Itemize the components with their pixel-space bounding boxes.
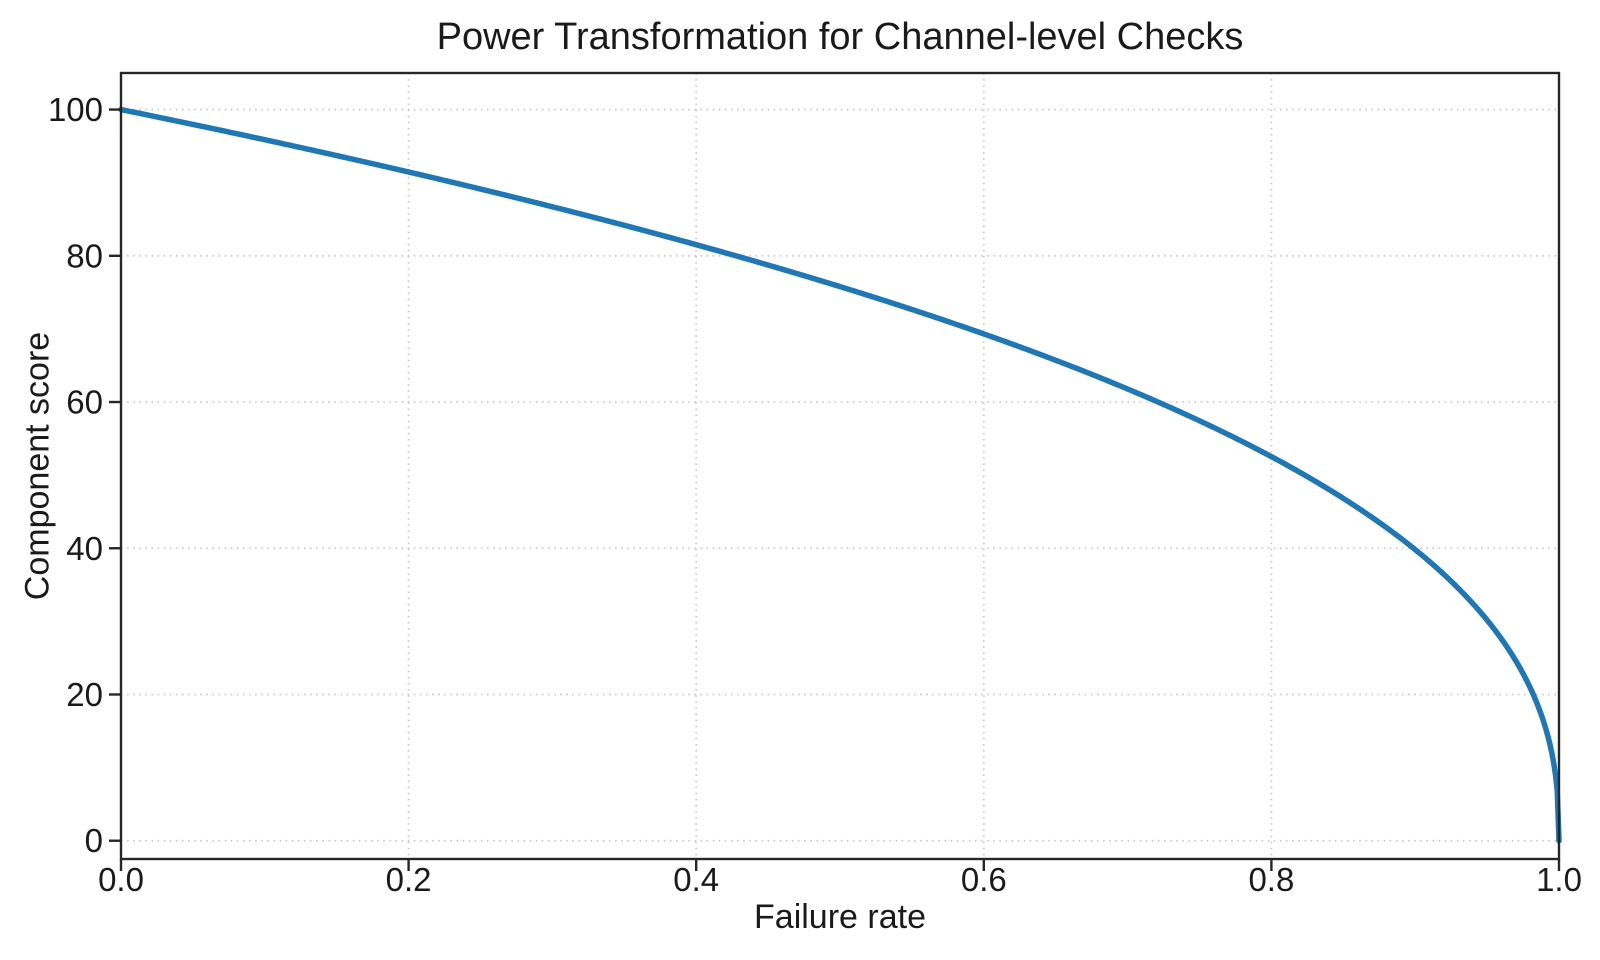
x-tick-label: 0.4	[673, 861, 719, 898]
y-tick-label: 20	[66, 676, 103, 713]
y-tick-label: 80	[66, 237, 103, 274]
x-tick-label: 0.0	[98, 861, 144, 898]
chart-title: Power Transformation for Channel-level C…	[436, 16, 1244, 58]
x-tick-label: 0.6	[961, 861, 1007, 898]
x-axis-label: Failure rate	[754, 898, 926, 936]
x-tick-label: 1.0	[1536, 861, 1582, 898]
y-tick-label: 40	[66, 530, 103, 567]
y-tick-label: 0	[85, 822, 103, 859]
axes-spines	[119, 71, 1561, 861]
data-curve	[118, 106, 1562, 844]
y-tick-label: 60	[66, 384, 103, 421]
y-tick-label: 100	[48, 91, 103, 128]
x-tick-label: 0.2	[386, 861, 432, 898]
x-tick-label: 0.8	[1248, 861, 1294, 898]
